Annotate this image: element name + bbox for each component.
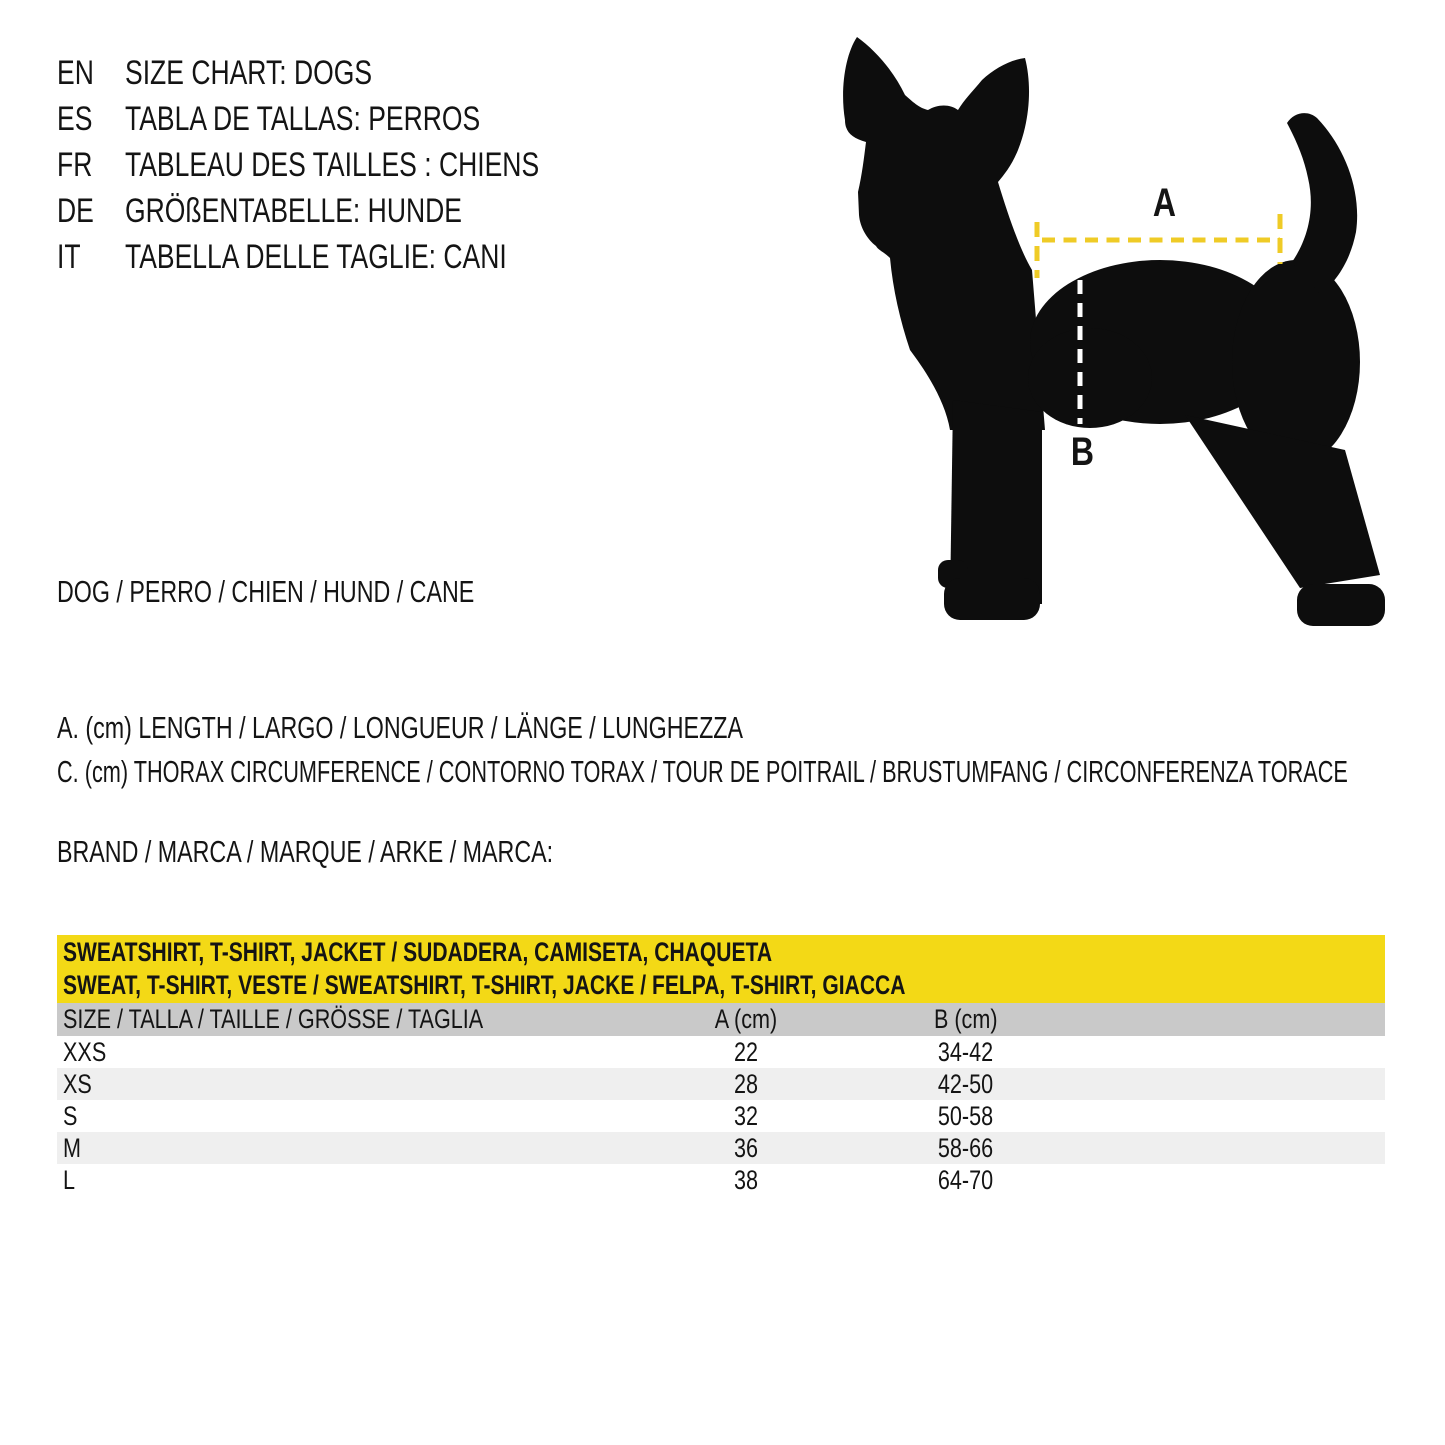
size-table: SWEATSHIRT, T-SHIRT, JACKET / SUDADERA, … — [57, 935, 1385, 1196]
a-cm-cell: 36 — [733, 1132, 759, 1163]
table-row-xs: XS 28 42-50 — [57, 1068, 1385, 1100]
dog-silhouette — [843, 37, 1385, 626]
table-row-s: S 32 50-58 — [57, 1100, 1385, 1132]
language-title: TABELLA DELLE TAGLIE: CANI — [125, 237, 507, 276]
size-cell: L — [63, 1164, 76, 1195]
size-table-header-row: SIZE / TALLA / TAILLE / GRÖSSE / TAGLIA … — [57, 1003, 1385, 1036]
language-row-es: ES TABLA DE TALLAS: PERROS — [57, 96, 656, 142]
language-row-fr: FR TABLEAU DES TAILLES : CHIENS — [57, 142, 656, 188]
b-cm-cell: 34-42 — [938, 1036, 994, 1067]
measure-a-label: A — [1152, 181, 1176, 225]
column-header-size: SIZE / TALLA / TAILLE / GRÖSSE / TAGLIA — [63, 1004, 484, 1034]
a-cm-cell: 38 — [733, 1164, 759, 1195]
legend-line-a: A. (cm) LENGTH / LARGO / LONGUEUR / LÄNG… — [57, 710, 743, 745]
measurement-legend: A. (cm) LENGTH / LARGO / LONGUEUR / LÄNG… — [57, 706, 1445, 794]
table-row-xxs: XXS 22 34-42 — [57, 1036, 1385, 1068]
language-row-de: DE GRÖßENTABELLE: HUNDE — [57, 188, 656, 234]
a-cm-cell: 22 — [733, 1036, 759, 1067]
size-table-grid: SIZE / TALLA / TAILLE / GRÖSSE / TAGLIA … — [57, 1003, 1385, 1196]
language-title: TABLEAU DES TAILLES : CHIENS — [125, 145, 540, 184]
b-cm-cell: 64-70 — [938, 1164, 994, 1195]
animal-caption: DOG / PERRO / CHIEN / HUND / CANE — [57, 574, 475, 609]
language-code: IT — [57, 237, 81, 276]
brand-label: BRAND / MARCA / MARQUE / ARKE / MARCA: — [57, 834, 554, 869]
b-cm-cell: 58-66 — [938, 1132, 994, 1163]
language-title: TABLA DE TALLAS: PERROS — [125, 99, 481, 138]
language-title: SIZE CHART: DOGS — [125, 53, 373, 92]
b-cm-cell: 42-50 — [938, 1068, 994, 1099]
dog-measurement-diagram: A B — [820, 20, 1420, 652]
language-title: GRÖßENTABELLE: HUNDE — [125, 191, 462, 230]
language-code: FR — [57, 145, 93, 184]
table-row-l: L 38 64-70 — [57, 1164, 1385, 1196]
language-code: EN — [57, 53, 94, 92]
language-code: ES — [57, 99, 93, 138]
size-cell: S — [63, 1100, 78, 1131]
column-header-a-cm: A (cm) — [714, 1004, 778, 1034]
size-table-title: SWEATSHIRT, T-SHIRT, JACKET / SUDADERA, … — [57, 935, 1385, 1003]
dog-silhouette-image — [843, 37, 1385, 626]
size-cell: M — [63, 1132, 81, 1163]
language-code: DE — [57, 191, 94, 230]
a-cm-cell: 28 — [733, 1068, 759, 1099]
column-header-b-cm: B (cm) — [934, 1004, 998, 1034]
a-cm-cell: 32 — [733, 1100, 759, 1131]
size-cell: XS — [63, 1068, 92, 1099]
size-table-title-line-2: SWEAT, T-SHIRT, VESTE / SWEATSHIRT, T-SH… — [63, 970, 906, 1000]
language-row-it: IT TABELLA DELLE TAGLIE: CANI — [57, 234, 656, 280]
measure-b-label: B — [1070, 430, 1094, 474]
size-table-title-line-1: SWEATSHIRT, T-SHIRT, JACKET / SUDADERA, … — [63, 937, 773, 967]
language-list: EN SIZE CHART: DOGS ES TABLA DE TALLAS: … — [57, 50, 656, 280]
language-row-en: EN SIZE CHART: DOGS — [57, 50, 656, 96]
size-cell: XXS — [63, 1036, 107, 1067]
table-row-m: M 36 58-66 — [57, 1132, 1385, 1164]
legend-line-c: C. (cm) THORAX CIRCUMFERENCE / CONTORNO … — [57, 754, 1348, 789]
b-cm-cell: 50-58 — [938, 1100, 994, 1131]
